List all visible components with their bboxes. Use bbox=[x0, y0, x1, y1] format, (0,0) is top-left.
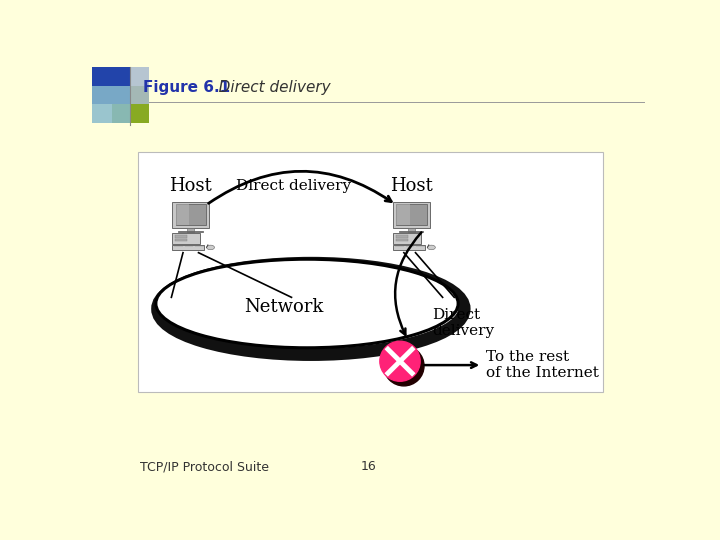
Text: Host: Host bbox=[390, 178, 433, 195]
Text: Network: Network bbox=[244, 298, 323, 316]
Text: Direct
delivery: Direct delivery bbox=[432, 308, 494, 338]
Bar bbox=[393, 245, 425, 250]
Text: Direct delivery: Direct delivery bbox=[236, 179, 351, 193]
Bar bbox=[172, 245, 204, 250]
Bar bbox=[172, 201, 210, 228]
Text: Direct delivery: Direct delivery bbox=[204, 80, 330, 96]
Text: Host: Host bbox=[169, 178, 212, 195]
Bar bbox=[176, 204, 206, 225]
Circle shape bbox=[380, 341, 420, 381]
Bar bbox=[175, 239, 186, 241]
Bar bbox=[405, 246, 414, 247]
Bar bbox=[185, 246, 194, 247]
Bar bbox=[92, 67, 130, 104]
Bar bbox=[176, 204, 189, 225]
Bar bbox=[396, 239, 408, 241]
Bar bbox=[175, 235, 186, 238]
Bar bbox=[112, 67, 149, 104]
Text: 16: 16 bbox=[361, 460, 377, 473]
Bar bbox=[138, 152, 603, 392]
Bar bbox=[92, 86, 130, 123]
Bar bbox=[395, 246, 404, 247]
Ellipse shape bbox=[207, 245, 215, 249]
Bar bbox=[195, 246, 204, 247]
Bar bbox=[396, 235, 408, 238]
Bar bbox=[174, 246, 183, 247]
Bar bbox=[416, 246, 425, 247]
Text: TCP/IP Protocol Suite: TCP/IP Protocol Suite bbox=[140, 460, 269, 473]
Ellipse shape bbox=[428, 245, 436, 249]
Bar bbox=[112, 86, 149, 123]
Ellipse shape bbox=[156, 259, 458, 348]
Text: Figure 6.1: Figure 6.1 bbox=[143, 80, 230, 96]
Text: To the rest
of the Internet: To the rest of the Internet bbox=[486, 350, 599, 380]
Bar bbox=[187, 228, 194, 232]
Bar bbox=[408, 228, 415, 232]
Bar bbox=[393, 201, 430, 228]
Bar bbox=[393, 233, 421, 244]
Bar bbox=[172, 233, 200, 244]
Bar bbox=[397, 204, 427, 225]
Circle shape bbox=[384, 346, 424, 386]
Bar bbox=[397, 204, 410, 225]
